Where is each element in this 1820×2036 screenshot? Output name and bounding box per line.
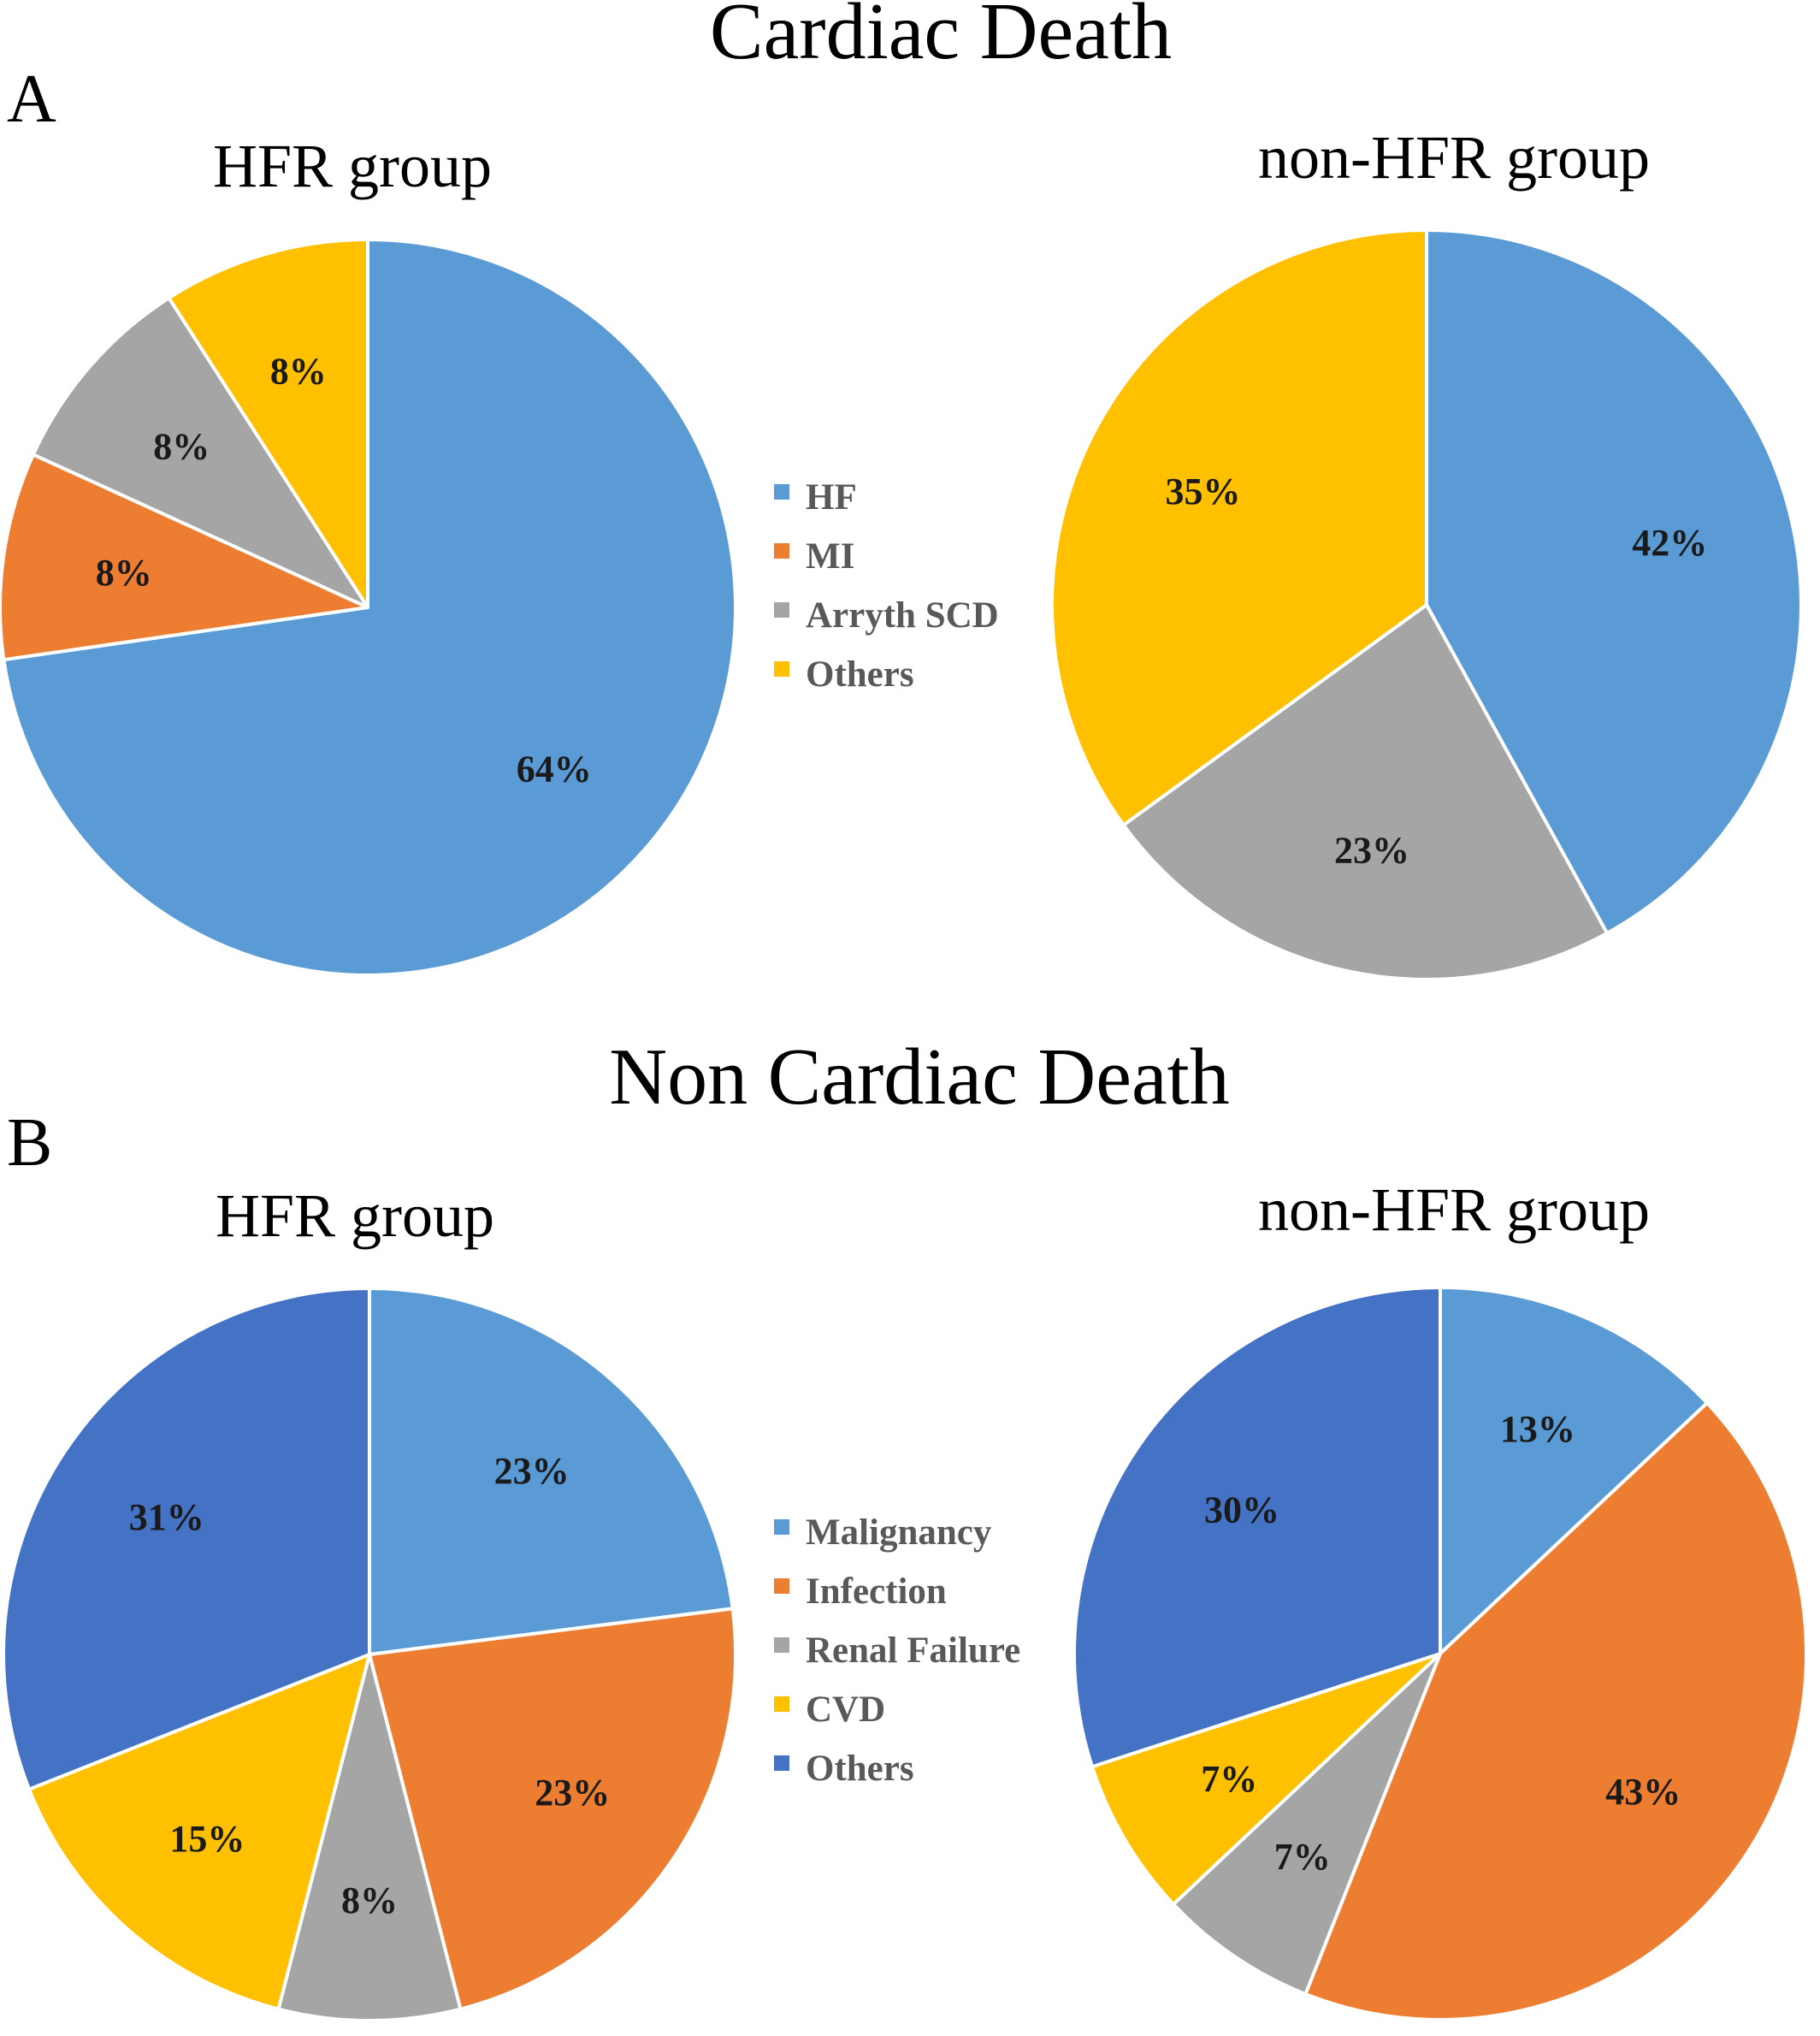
legend-label-arryth-scd: Arryth SCD [806,595,999,636]
slice-label-infection: 23% [535,1772,610,1814]
panel-a-title: Cardiac Death [710,0,1172,76]
legend-label-mi: MI [806,536,854,577]
slice-label-hf: 42% [1632,522,1707,564]
pie-slice-renal-failure [276,1653,463,2022]
legend-swatch-others [774,661,789,677]
chart-b-hfr-title: HFR group [216,1181,494,1250]
pie-slice-others [1072,1286,1442,1769]
slice-label-renal-failure: 8% [341,1879,398,1921]
pie-slice-cvd [27,1653,371,2011]
legend-noncardiac: Malignancy Infection Renal Failure CVD Other… [774,1512,1020,1789]
panel-b-letter: B [7,1105,52,1181]
slice-label-mi: 8% [96,552,152,594]
pie-slice-hf [1425,228,1803,935]
legend-label-others: Others [806,654,914,695]
slice-label-renal-failure: 7% [1274,1836,1331,1878]
pie-slice-others [1049,228,1428,827]
chart-a-nonhfr-title: non-HFR group [1258,123,1650,192]
legend-swatch-arryth-scd [774,602,789,618]
panel-b-title: Non Cardiac Death [609,1033,1230,1122]
pie-slice-infection [368,1607,737,2011]
pie-slice-malignancy [368,1287,735,1656]
slice-label-arryth-scd: 8% [153,425,210,467]
pie-slice-others [167,238,369,609]
panel-b: Non Cardiac Death B HFR group non-HFR gr… [2,1033,1809,2022]
pie-slice-arryth-scd [31,296,369,609]
slice-label-others: 8% [270,351,327,393]
slice-label-cvd: 7% [1201,1758,1257,1800]
slice-label-infection: 43% [1605,1771,1681,1813]
legend-swatch-malignancy [774,1519,789,1535]
legend-swatch-others [774,1755,789,1771]
legend-label-others: Others [806,1749,914,1789]
panel-a-letter: A [7,62,56,137]
slice-label-cvd: 15% [169,1818,245,1860]
legend-label-malignancy: Malignancy [806,1512,992,1553]
pie-slice-infection [1303,1401,1809,2021]
slice-label-malignancy: 23% [494,1450,570,1492]
legend-swatch-infection [774,1578,789,1594]
pie-chart-noncardiac-nonhfr: 13% 43% 7% 7% 30% [1072,1286,1809,2021]
slice-label-others: 31% [129,1496,204,1538]
legend-cardiac: HF MI Arryth SCD Others [774,477,999,695]
pie-slice-mi [0,453,369,662]
pie-slice-malignancy [1439,1286,1709,1655]
pie-slice-others [2,1287,371,1791]
slice-label-arryth-scd: 23% [1334,829,1409,871]
chart-a-hfr-title: HFR group [213,132,492,200]
legend-label-hf: HF [806,477,857,518]
pie-chart-cardiac-nonhfr: 42% 23% 35% [1049,228,1803,981]
legend-label-renal-failure: Renal Failure [806,1631,1020,1671]
pie-slice-arryth-scd [1121,603,1610,981]
legend-swatch-hf [774,484,789,500]
pie-slice-cvd [1090,1652,1442,1906]
slice-label-others: 30% [1204,1489,1279,1530]
pie-slice-renal-failure [1172,1652,1442,1996]
legend-label-cvd: CVD [806,1690,885,1730]
pie-slice-hf [2,238,737,977]
legend-swatch-mi [774,543,789,559]
slice-label-others: 35% [1166,471,1241,512]
pie-chart-cardiac-hfr: 64% 8% 8% 8% [0,238,737,977]
pie-chart-noncardiac-hfr: 23% 23% 8% 15% 31% [2,1287,737,2022]
slice-label-malignancy: 13% [1500,1408,1575,1450]
slice-label-hf: 64% [517,749,592,790]
chart-b-nonhfr-title: non-HFR group [1258,1175,1650,1244]
legend-swatch-renal-failure [774,1637,789,1653]
legend-label-infection: Infection [806,1571,947,1612]
legend-swatch-cvd [774,1696,789,1712]
panel-a: Cardiac Death A HFR group non-HFR group … [0,0,1803,981]
